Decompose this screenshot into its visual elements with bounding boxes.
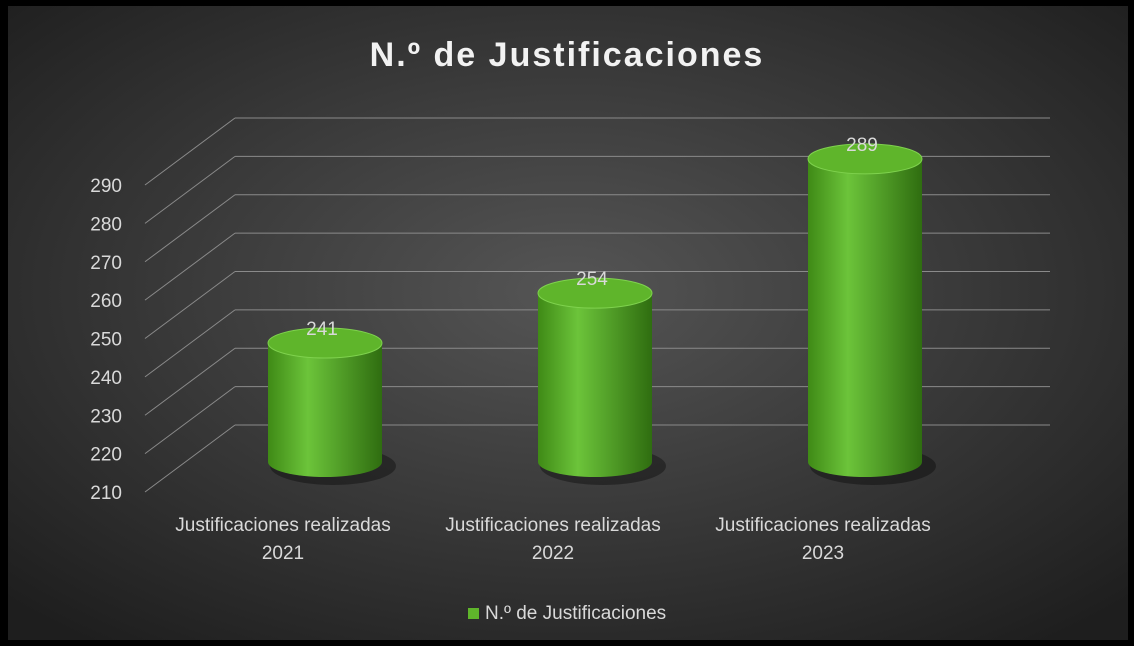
y-tick-label: 290	[90, 176, 122, 197]
side-grid-line	[144, 232, 236, 301]
y-tick-label: 210	[90, 483, 122, 504]
x-tick-label: Justificaciones realizadas 2023	[715, 515, 931, 564]
y-tick-label: 270	[90, 253, 122, 274]
y-tick-label: 280	[90, 214, 122, 235]
x-tick-label: Justificaciones realizadas 2022	[445, 515, 661, 564]
side-grid-line	[144, 117, 236, 186]
y-tick-label: 260	[90, 291, 122, 312]
bar-body	[268, 343, 382, 462]
data-label: 289	[846, 135, 878, 156]
y-tick-label: 230	[90, 406, 122, 427]
y-tick-label: 220	[90, 445, 122, 466]
bar	[537, 277, 666, 485]
legend-label: N.º de Justificaciones	[485, 603, 666, 624]
side-grid-line	[144, 424, 236, 493]
bar	[807, 143, 936, 485]
x-tick-label: Justificaciones realizadas 2021	[175, 515, 391, 564]
y-tick-label: 240	[90, 368, 122, 389]
side-grid-line	[144, 155, 236, 224]
side-grid-line	[144, 386, 236, 455]
chart-title: N.º de Justificaciones	[370, 36, 765, 74]
bar	[267, 327, 396, 485]
side-grid-line	[144, 347, 236, 416]
bar-body	[808, 158, 922, 462]
bar-top	[537, 277, 653, 309]
side-grid-line	[144, 309, 236, 378]
legend-swatch	[468, 608, 479, 619]
data-label: 254	[576, 269, 608, 290]
bar-top	[807, 143, 923, 175]
bar-body	[538, 293, 652, 462]
y-tick-label: 250	[90, 330, 122, 351]
data-label: 241	[306, 319, 338, 340]
bar-top	[267, 327, 383, 359]
side-grid-line	[144, 194, 236, 263]
side-grid-line	[144, 271, 236, 339]
